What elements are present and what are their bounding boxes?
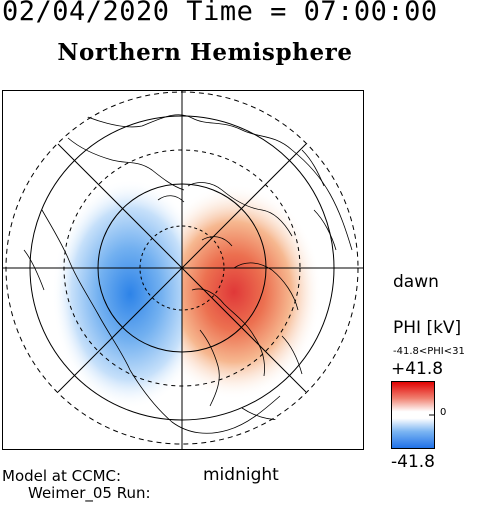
- polar-potential-map: [2, 90, 364, 450]
- colorbar-zero-label: 0: [440, 407, 447, 418]
- colorbar-max-label: +41.8: [391, 359, 444, 379]
- colorbar-range: -41.8<PHI<31: [393, 346, 465, 357]
- negative-potential-cell: [52, 179, 182, 409]
- midnight-label: midnight: [203, 465, 279, 485]
- colorbar-min-label: -41.8: [391, 452, 435, 472]
- hemisphere-subtitle: Northern Hemisphere: [57, 39, 353, 66]
- positive-potential-cell: [182, 184, 322, 400]
- colorbar: [391, 381, 435, 449]
- model-label: Model at CCMC:: [2, 467, 122, 485]
- colorbar-title: PHI [kV]: [393, 318, 462, 338]
- meridian-lines: [2, 90, 364, 450]
- page-title: 02/04/2020 Time = 07:00:00: [2, 0, 438, 27]
- dawn-label: dawn: [393, 272, 439, 292]
- run-label: Weimer_05 Run:: [28, 484, 151, 502]
